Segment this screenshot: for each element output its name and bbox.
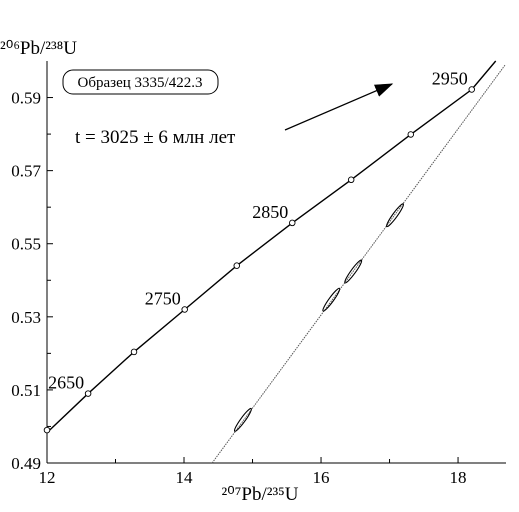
y-tick-label: 0.55 [11,235,41,254]
y-tick-label: 0.49 [11,454,41,473]
age-label: 2650 [48,373,84,393]
x-tick-label: 18 [450,468,467,487]
x-tick-label: 14 [176,468,194,487]
y-tick-label: 0.53 [11,308,41,327]
analysis-ellipse [322,287,341,312]
age-point [181,306,188,313]
concordia-line [46,60,497,434]
x-tick-label: 12 [39,468,56,487]
y-axis-label: ²⁰⁶Pb/²³⁸U [0,38,77,59]
age-label: 2750 [145,289,181,309]
sample-box [62,69,219,95]
discordia-line [211,64,506,464]
x-axis-label: ²⁰⁷Pb/²³⁵U [221,484,298,505]
age-point [289,219,296,227]
age-label: 2850 [252,202,288,222]
analysis-ellipse [233,407,252,432]
x-tick-label: 16 [313,468,330,487]
age-point [347,176,355,184]
age-point [84,390,92,397]
age-point [233,262,241,269]
age-point [43,426,51,434]
analysis-ellipse [386,203,405,228]
age-point [130,348,138,356]
age-point [468,86,475,93]
y-tick-label: 0.59 [11,89,41,108]
y-tick-label: 0.51 [11,381,41,400]
age-annotation: t = 3025 ± 6 млн лет [75,127,236,148]
y-tick-label: 0.57 [11,162,41,181]
age-point [407,131,415,138]
analysis-ellipse [344,259,363,284]
age-label: 2950 [432,69,468,89]
arrow [284,83,394,131]
sample-label: Образец 3335/422.3 [78,75,203,91]
